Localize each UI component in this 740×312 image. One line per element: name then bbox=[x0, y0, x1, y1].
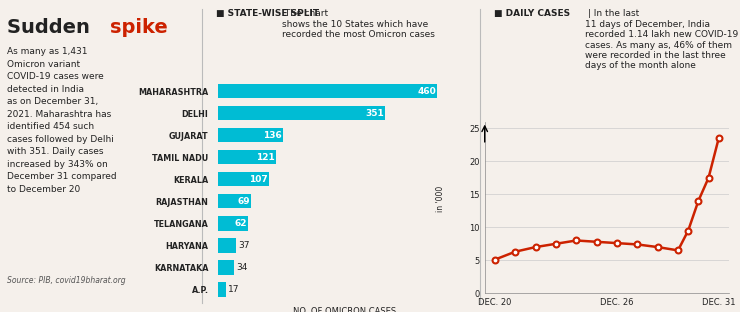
Bar bbox=[218, 84, 437, 98]
Text: 136: 136 bbox=[263, 131, 282, 140]
Text: 17: 17 bbox=[228, 285, 240, 294]
Point bbox=[713, 136, 724, 141]
Point bbox=[571, 238, 582, 243]
Text: The chart
shows the 10 States which have
recorded the most Omicron cases: The chart shows the 10 States which have… bbox=[282, 9, 435, 39]
Bar bbox=[218, 282, 226, 297]
Point bbox=[703, 175, 715, 180]
Text: As many as 1,431
Omicron variant
COVID-19 cases were
detected in India
as on Dec: As many as 1,431 Omicron variant COVID-1… bbox=[7, 47, 117, 194]
Text: spike: spike bbox=[110, 18, 167, 37]
Point bbox=[509, 249, 521, 254]
Text: Source: PIB, covid19bharat.org: Source: PIB, covid19bharat.org bbox=[7, 276, 126, 285]
Point bbox=[489, 257, 501, 262]
X-axis label: NO. OF OMICRON CASES: NO. OF OMICRON CASES bbox=[292, 307, 396, 312]
Text: 37: 37 bbox=[238, 241, 249, 250]
Text: 69: 69 bbox=[238, 197, 250, 206]
Point bbox=[550, 241, 562, 246]
Point bbox=[611, 241, 623, 246]
Bar bbox=[218, 260, 235, 275]
Text: ■ STATE-WISE SPLIT: ■ STATE-WISE SPLIT bbox=[215, 9, 319, 18]
Text: 62: 62 bbox=[235, 219, 247, 228]
Text: Sudden: Sudden bbox=[7, 18, 97, 37]
Bar bbox=[218, 194, 251, 208]
Point bbox=[682, 228, 694, 233]
Bar bbox=[218, 172, 269, 187]
Point bbox=[591, 239, 602, 244]
Point bbox=[693, 198, 704, 203]
Text: in '000: in '000 bbox=[437, 186, 445, 212]
Bar bbox=[218, 216, 248, 231]
Text: 460: 460 bbox=[417, 87, 436, 96]
Point bbox=[672, 248, 684, 253]
Bar bbox=[218, 106, 386, 120]
Point bbox=[631, 242, 643, 247]
Point bbox=[530, 245, 542, 250]
Text: 107: 107 bbox=[249, 175, 268, 184]
Text: 34: 34 bbox=[236, 263, 248, 272]
Bar bbox=[218, 238, 236, 252]
Text: 121: 121 bbox=[256, 153, 275, 162]
Text: 351: 351 bbox=[366, 109, 384, 118]
Bar bbox=[218, 150, 276, 164]
Text: | In the last
11 days of December, India
recorded 1.14 lakh new COVID-19
cases. : | In the last 11 days of December, India… bbox=[585, 9, 738, 71]
Text: ■ DAILY CASES: ■ DAILY CASES bbox=[494, 9, 570, 18]
Bar bbox=[218, 128, 283, 142]
Point bbox=[652, 245, 664, 250]
